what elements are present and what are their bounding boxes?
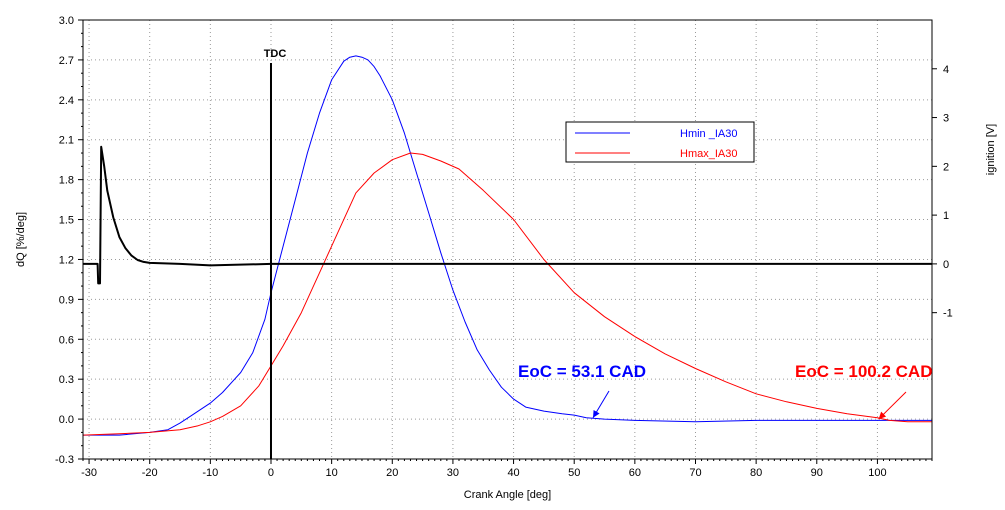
- y2-axis-title: ignition [V]: [985, 124, 997, 175]
- series-lines: [82, 55, 932, 436]
- x-tick-label: 40: [507, 467, 519, 479]
- y2-tick-label: 2: [943, 161, 949, 173]
- x-tick-label: 20: [386, 467, 398, 479]
- x-tick-label: 30: [447, 467, 459, 479]
- x-tick-label: 80: [750, 467, 762, 479]
- eoc-annotation-hmin: EoC = 53.1 CAD: [518, 362, 646, 419]
- series-line-2: [83, 145, 932, 285]
- y2-tick-label: 4: [943, 64, 949, 76]
- y2-tick-label: 0: [943, 259, 949, 271]
- y-tick-label: 1.2: [59, 254, 74, 266]
- x-tick-label: -30: [81, 467, 97, 479]
- y2-tick-label: -1: [943, 308, 953, 320]
- x-tick-label: 0: [268, 467, 274, 479]
- x-tick-label: 90: [811, 467, 823, 479]
- legend-box: [565, 121, 755, 163]
- x-tick-label: 100: [868, 467, 886, 479]
- y-tick-label: 3.0: [59, 15, 74, 27]
- x-tick-label: 50: [568, 467, 580, 479]
- eoc-arrowhead-hmax: [878, 411, 887, 420]
- y-axis-title: dQ [%/deg]: [15, 212, 27, 267]
- y-axis-ticks: -0.3 0.0 0.3 0.6 0.9 1.2 1.5 1.8 2.1 2.4 2.7 3.0: [55, 15, 83, 466]
- y-tick-label: 1.5: [59, 215, 74, 227]
- legend-label-hmax: Hmax_IA30: [680, 148, 737, 160]
- tdc-label: TDC: [264, 48, 287, 60]
- y-tick-label: 1.8: [59, 175, 74, 187]
- y2-tick-label: 3: [943, 113, 949, 125]
- y-tick-label: 2.4: [59, 95, 74, 107]
- x-tick-label: -10: [202, 467, 218, 479]
- x-tick-label: 60: [629, 467, 641, 479]
- y-tick-label: 0.9: [59, 294, 74, 306]
- legend-label-hmin: Hmin _IA30: [680, 128, 737, 140]
- x-tick-label: 70: [689, 467, 701, 479]
- y-tick-label: -0.3: [55, 454, 74, 466]
- y-tick-label: 2.7: [59, 55, 74, 67]
- x-axis-ticks: -30 -20 -10 0 10 20 30 40 50 60 70 80 90 100: [81, 459, 933, 479]
- y-tick-label: 0.0: [59, 414, 74, 426]
- series-line-1: [82, 152, 932, 436]
- series-line-0: [83, 55, 932, 436]
- x-axis-title: Crank Angle [deg]: [464, 489, 551, 501]
- eoc-annotation-hmax: EoC = 100.2 CAD: [795, 362, 932, 420]
- x-tick-label: 10: [326, 467, 338, 479]
- x-tick-label: -20: [142, 467, 158, 479]
- eoc-arrowhead-hmin: [593, 409, 600, 418]
- y2-tick-label: 1: [943, 210, 949, 222]
- eoc-label-hmin: EoC = 53.1 CAD: [518, 362, 646, 381]
- y-tick-label: 0.6: [59, 334, 74, 346]
- y-tick-label: 2.1: [59, 135, 74, 147]
- y2-axis-ticks: -1 0 1 2 3 4: [932, 64, 953, 320]
- legend: Hmin _IA30 Hmax_IA30: [565, 121, 755, 163]
- eoc-label-hmax: EoC = 100.2 CAD: [795, 362, 932, 381]
- y-tick-label: 0.3: [59, 374, 74, 386]
